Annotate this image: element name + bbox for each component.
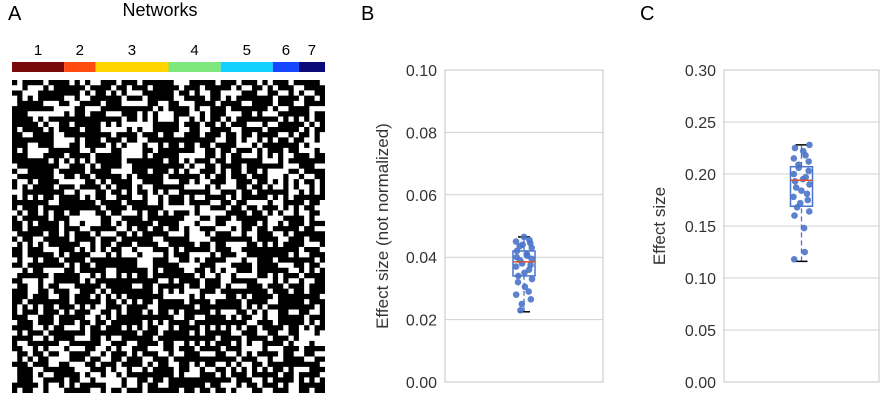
panel-a-letter: A xyxy=(8,3,22,25)
data-point-b-23 xyxy=(512,291,520,298)
y-tick-label-b-0: 0.00 xyxy=(406,375,437,392)
network-label-7: 7 xyxy=(308,42,316,59)
network-segment-5 xyxy=(220,62,273,72)
network-label-5: 5 xyxy=(243,42,251,59)
y-axis-label-b: Effect size (not normalized) xyxy=(373,123,392,329)
y-tick-label-b-2: 0.04 xyxy=(406,250,437,267)
data-point-b-2 xyxy=(512,238,520,245)
data-point-c-12 xyxy=(791,177,799,185)
data-point-c-13 xyxy=(806,181,813,188)
data-point-c-15 xyxy=(798,187,805,194)
y-tick-label-c-3: 0.15 xyxy=(685,219,716,236)
network-segment-4 xyxy=(168,62,221,72)
data-point-c-5 xyxy=(805,158,813,165)
y-tick-label-b-3: 0.06 xyxy=(406,188,437,205)
data-point-c-11 xyxy=(799,175,807,183)
panel-b: B 0.00 0.02 0.04 0.06 0.08 0.10 Effect size (n… xyxy=(361,3,604,392)
data-point-c-22 xyxy=(791,212,798,219)
network-label-1: 1 xyxy=(34,42,42,59)
data-point-c-8 xyxy=(805,167,812,175)
network-label-2: 2 xyxy=(76,42,84,59)
data-point-c-0 xyxy=(806,141,813,149)
matrix-cells xyxy=(12,80,325,393)
data-point-c-25 xyxy=(790,255,798,263)
network-segment-3 xyxy=(95,62,169,72)
y-tick-label-b-5: 0.10 xyxy=(406,63,437,80)
y-tick-label-c-4: 0.20 xyxy=(685,167,716,184)
data-point-b-26 xyxy=(517,306,524,314)
data-point-b-24 xyxy=(527,296,535,303)
y-tick-label-c-5: 0.25 xyxy=(685,115,716,132)
data-point-b-22 xyxy=(525,288,533,295)
data-point-b-19 xyxy=(528,275,536,283)
data-point-b-20 xyxy=(514,278,522,286)
panel-a: A Networks 1 2 3 4 5 6 7 xyxy=(8,0,325,393)
y-axis-label-c: Effect size xyxy=(650,187,669,265)
data-point-c-21 xyxy=(805,208,813,215)
data-point-c-7 xyxy=(795,164,803,172)
y-tick-label-c-1: 0.05 xyxy=(685,323,716,340)
data-point-b-18 xyxy=(514,272,522,280)
data-point-b-7 xyxy=(513,247,521,255)
y-tick-label-c-6: 0.30 xyxy=(685,63,716,80)
data-point-c-14 xyxy=(792,184,800,191)
data-point-c-1 xyxy=(791,144,799,152)
panel-b-letter: B xyxy=(361,3,374,25)
y-tick-label-b-1: 0.02 xyxy=(406,313,437,330)
network-color-bar xyxy=(12,62,325,72)
data-point-b-21 xyxy=(521,283,529,291)
network-label-3: 3 xyxy=(128,42,136,59)
plot-frame-c xyxy=(723,69,880,383)
panel-c-letter: C xyxy=(640,3,654,25)
panel-a-title: Networks xyxy=(122,0,197,20)
data-point-c-24 xyxy=(801,248,809,256)
data-point-c-9 xyxy=(790,170,798,178)
data-point-c-4 xyxy=(790,155,798,162)
network-segment-1 xyxy=(12,62,65,72)
data-point-c-20 xyxy=(793,203,801,211)
plot-frame-b xyxy=(444,69,604,383)
connectivity-matrix xyxy=(12,80,325,393)
y-tick-label-c-0: 0.00 xyxy=(685,375,716,392)
data-point-b-6 xyxy=(528,244,536,252)
network-labels: 1 2 3 4 5 6 7 xyxy=(34,42,316,59)
data-point-b-25 xyxy=(518,300,526,308)
data-point-b-17 xyxy=(521,269,528,277)
data-point-c-18 xyxy=(804,196,812,204)
chart-b: 0.00 0.02 0.04 0.06 0.08 0.10 Effect size (not… xyxy=(373,63,604,392)
network-segment-7 xyxy=(298,62,325,72)
network-label-6: 6 xyxy=(282,42,290,59)
y-tick-label-b-4: 0.08 xyxy=(406,125,437,142)
data-point-b-15 xyxy=(512,263,520,270)
data-point-b-0 xyxy=(520,233,528,241)
network-label-4: 4 xyxy=(190,42,198,59)
network-segment-2 xyxy=(64,62,96,72)
data-point-b-11 xyxy=(528,255,535,263)
data-point-c-23 xyxy=(800,224,808,232)
network-segment-6 xyxy=(272,62,299,72)
data-point-c-16 xyxy=(803,190,811,198)
chart-c: 0.00 0.05 0.10 0.15 0.20 0.25 0.30 Effect size xyxy=(650,63,880,392)
panel-c: C 0.00 0.05 0.10 0.15 0.20 0.25 0.30 Effect siz… xyxy=(640,3,880,392)
data-point-c-3 xyxy=(802,151,809,159)
data-point-c-17 xyxy=(790,193,797,201)
y-tick-label-c-2: 0.10 xyxy=(685,271,716,288)
